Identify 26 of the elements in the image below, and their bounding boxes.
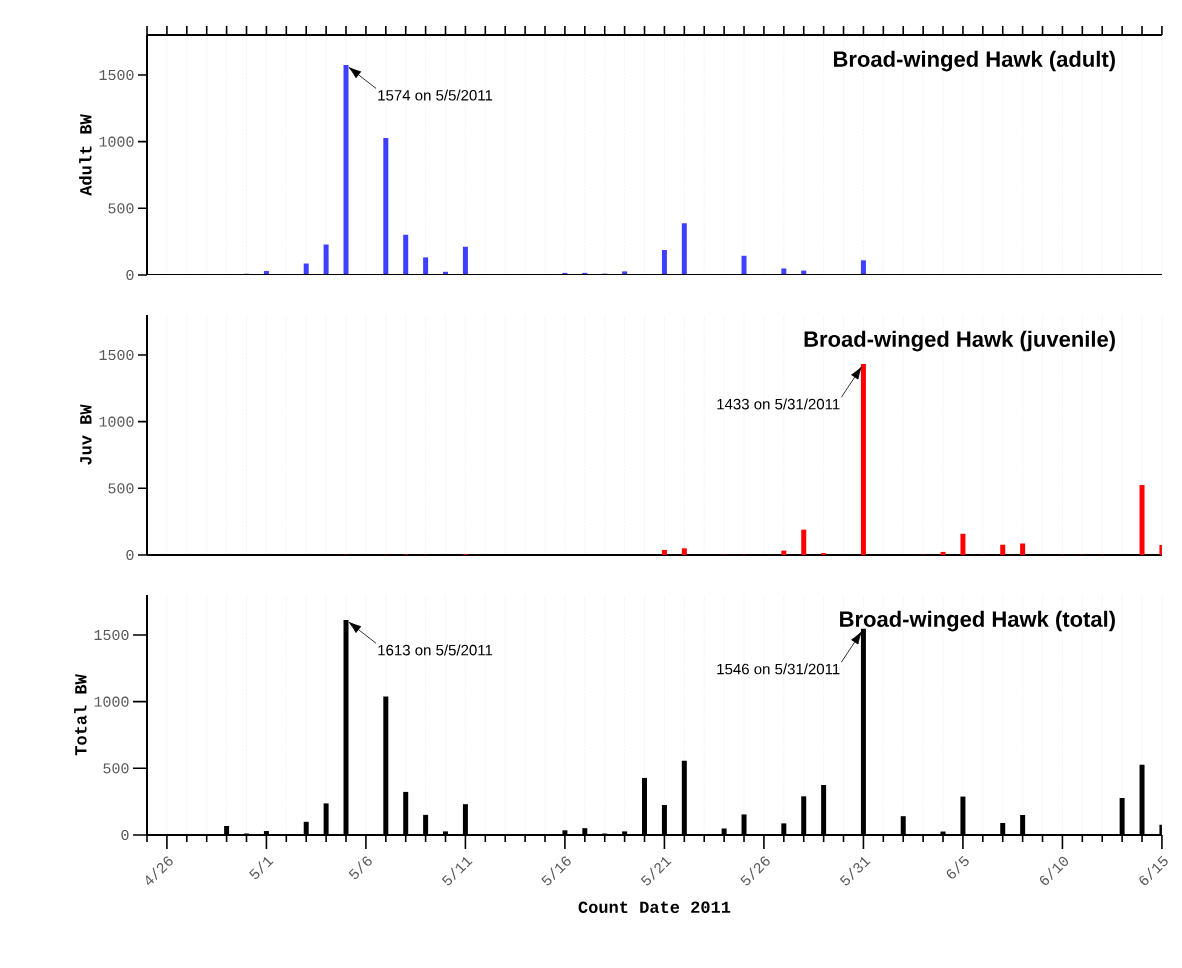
y-axis-title: Juv BW [80,404,92,465]
text: Broad-winged Hawk (total) [840,610,1115,632]
y-tick-label: 1000 [94,696,129,707]
y-axis-title: Total BW [74,674,87,756]
text: Broad-winged Hawk (juvenile) [804,330,1115,352]
y-tick-label: 1500 [99,69,134,81]
y-axis-title: Adult BW [79,114,92,196]
y-tick-label: 500 [108,483,134,494]
text: Broad-winged Hawk (adult) [833,50,1115,72]
y-tick-label: 0 [126,549,134,561]
annotation: 1574 on 5/5/2011 [378,89,493,101]
y-tick-label: 500 [108,203,134,214]
annotation: 1613 on 5/5/2011 [378,644,493,656]
x-axis-title: Count Date 2011 [578,901,731,914]
x-tick-label: 5/1 [249,857,274,879]
x-tick-label: 5/6 [348,856,372,879]
y-tick-label: 1500 [99,349,134,361]
y-tick-label: 1000 [99,416,134,427]
x-tick-label: 6/5 [946,855,969,879]
y-tick-label: 1500 [94,629,129,641]
y-tick-label: 1000 [99,136,134,147]
y-tick-label: 0 [126,269,134,281]
y-tick-label: 500 [103,763,129,774]
y-tick-label: 0 [121,829,129,841]
annotation: 1433 on 5/31/2011 [717,398,840,410]
annotation: 1546 on 5/31/2011 [717,663,840,675]
